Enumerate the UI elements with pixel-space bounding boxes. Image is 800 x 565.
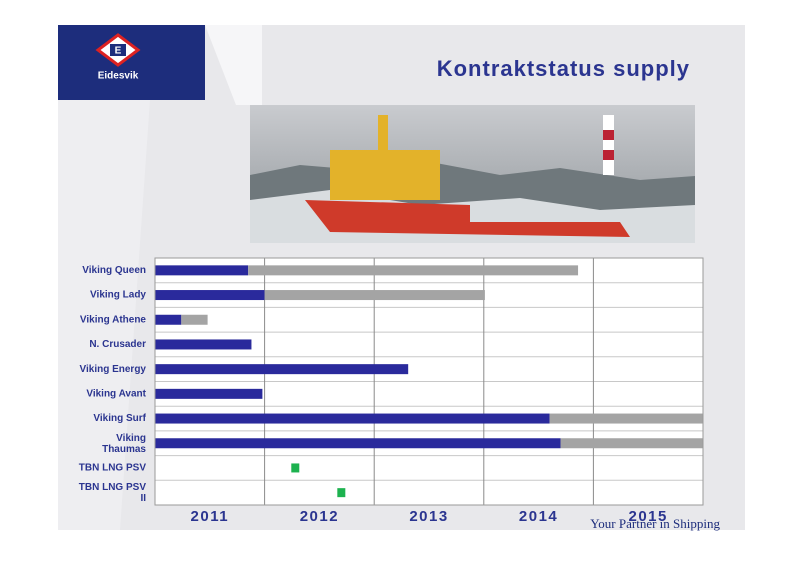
bar-segment [155,290,265,301]
row-label: Viking Energy [79,364,146,375]
bar-segment [248,265,579,276]
plot-border [154,257,704,506]
bar-segment [155,438,561,449]
row-label: N. Crusader [89,339,146,350]
bar-segment [155,388,263,399]
logo-box [58,25,205,100]
milestone-marker [291,463,300,473]
x-tick-label: 2011 [191,508,230,525]
bar-segment [155,265,249,276]
background-shape [205,25,262,105]
row-label: TBN LNG PSV [79,463,147,474]
bar-segment [549,413,703,424]
slide-title: Kontraktstatus supply [437,56,690,81]
logo-name: Eidesvik [98,71,139,82]
bar-segment [155,314,182,325]
row-label: Viking Thaumas [102,432,146,454]
bar-segment [155,339,252,350]
row-label: Viking Surf [93,413,146,424]
logo-letter: E [115,46,122,57]
logo-center [110,44,126,56]
bar-segment [560,438,703,449]
row-label: Viking Avant [86,388,146,399]
x-tick-label: 2012 [300,508,339,525]
x-tick-label: 2013 [409,508,448,525]
background-shape [58,100,150,530]
bar-segment [155,364,409,375]
x-tick-label: 2014 [519,508,558,525]
row-label: Viking Lady [90,290,146,301]
x-tick-label: 2015 [629,508,668,525]
bar-segment [181,314,208,325]
row-label: TBN LNG PSV II [79,482,147,504]
footer-tagline: Your Partner in Shipping [590,516,720,531]
bar-segment [155,413,550,424]
row-label: Viking Queen [82,265,146,276]
bar-segment [264,290,485,301]
milestone-marker [337,488,346,498]
photo [250,105,695,243]
row-label: Viking Athene [80,314,147,325]
